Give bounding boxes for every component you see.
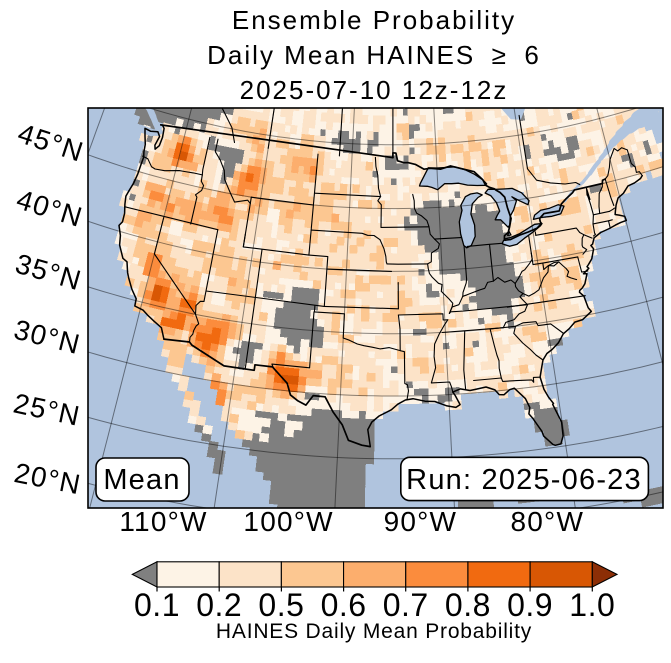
svg-text:0.9: 0.9 — [507, 587, 553, 623]
svg-text:Run: 2025-06-23: Run: 2025-06-23 — [406, 464, 642, 496]
svg-text:HAINES Daily Mean Probability: HAINES Daily Mean Probability — [216, 620, 532, 643]
svg-text:0.8: 0.8 — [445, 587, 491, 623]
svg-text:Mean: Mean — [103, 464, 180, 496]
svg-text:0.1: 0.1 — [134, 587, 180, 623]
svg-text:0.2: 0.2 — [196, 587, 242, 623]
svg-text:100°W: 100°W — [243, 506, 333, 537]
svg-text:0.7: 0.7 — [383, 587, 429, 623]
svg-text:0.5: 0.5 — [258, 587, 304, 623]
svg-text:Daily Mean HAINES ≥ 6: Daily Mean HAINES ≥ 6 — [207, 40, 541, 70]
svg-text:80°W: 80°W — [511, 506, 585, 537]
svg-text:90°W: 90°W — [384, 506, 458, 537]
svg-text:0.6: 0.6 — [321, 587, 367, 623]
svg-text:2025-07-10 12z-12z: 2025-07-10 12z-12z — [240, 75, 509, 105]
svg-text:110°W: 110°W — [119, 506, 207, 537]
svg-text:Ensemble Probability: Ensemble Probability — [232, 5, 516, 35]
svg-text:1.0: 1.0 — [569, 587, 615, 623]
